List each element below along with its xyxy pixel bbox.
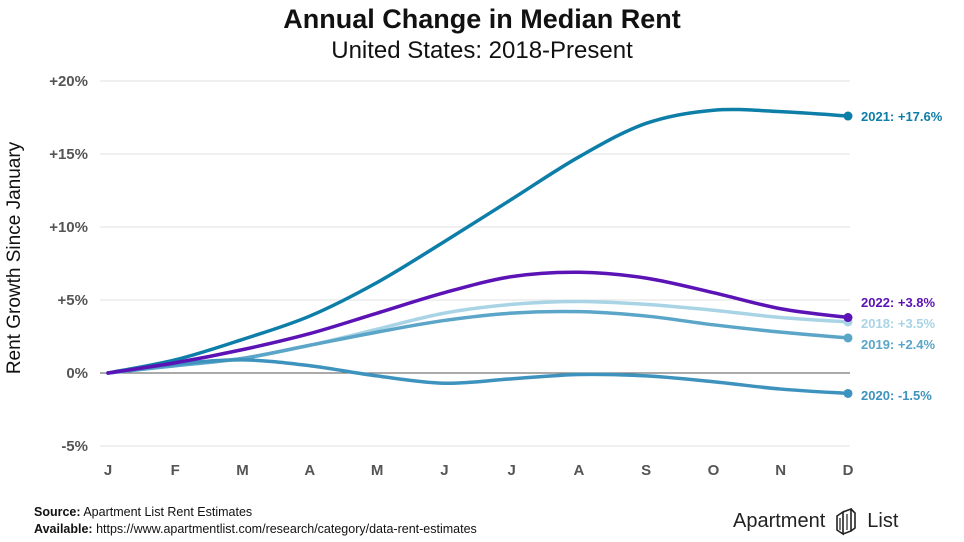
x-tick-label: J <box>104 462 112 479</box>
x-tick-label: S <box>641 462 651 479</box>
series-line-2022 <box>106 270 850 375</box>
y-tick-label: -5% <box>61 438 88 455</box>
x-tick-label: J <box>507 462 515 479</box>
series-lines <box>106 107 850 396</box>
brand-word-1: Apartment <box>733 509 826 532</box>
x-tick-label: A <box>573 462 584 479</box>
series-end-labels: 2018: +3.5% 2019: +2.4% 2020: -1.5% 2021: +… <box>861 109 943 403</box>
x-tick-label: N <box>775 462 786 479</box>
line-chart: -5% 0% +5% +10% +15% +20% J F M A M J J A S O N D 2018: … <box>49 73 943 479</box>
y-tick-labels: -5% 0% +5% +10% +15% +20% <box>49 73 88 455</box>
source-note: Source: Apartment List Rent Estimates <box>34 505 252 519</box>
source-text: Apartment List Rent Estimates <box>80 505 253 519</box>
x-tick-label: F <box>171 462 180 479</box>
source-label: Source: <box>34 505 81 519</box>
gridlines <box>100 80 850 447</box>
available-url: https://www.apartmentlist.com/research/c… <box>92 522 477 536</box>
series-line-2020 <box>106 358 850 396</box>
available-note: Available: https://www.apartmentlist.com… <box>34 522 477 536</box>
end-label-2020: 2020: -1.5% <box>861 388 932 403</box>
brand-word-2: List <box>867 509 899 532</box>
apartment-list-logo-icon <box>831 506 861 536</box>
end-point-2022 <box>843 313 853 323</box>
y-tick-label: 0% <box>66 365 88 382</box>
x-tick-label: A <box>304 462 315 479</box>
x-tick-label: O <box>708 462 720 479</box>
chart-title: Annual Change in Median Rent <box>283 4 681 34</box>
x-tick-label: M <box>236 462 249 479</box>
chart-subtitle: United States: 2018-Present <box>331 37 633 64</box>
end-point-2021 <box>843 111 853 121</box>
end-label-2022: 2022: +3.8% <box>861 295 936 310</box>
x-tick-label: J <box>440 462 448 479</box>
series-end-points <box>843 111 853 398</box>
brand-logo: Apartment List <box>733 506 898 536</box>
series-line-2021 <box>106 107 850 375</box>
y-tick-label: +10% <box>49 219 88 236</box>
series-line-2019 <box>106 309 850 375</box>
end-point-2019 <box>843 333 853 343</box>
end-point-2020 <box>843 388 853 398</box>
end-label-2018: 2018: +3.5% <box>861 316 936 331</box>
end-label-2019: 2019: +2.4% <box>861 337 936 352</box>
x-tick-label: M <box>371 462 384 479</box>
available-label: Available: <box>34 522 93 536</box>
y-tick-label: +5% <box>58 292 88 309</box>
x-tick-label: D <box>843 462 854 479</box>
y-tick-label: +20% <box>49 73 88 90</box>
y-tick-label: +15% <box>49 146 88 163</box>
end-label-2021: 2021: +17.6% <box>861 109 943 124</box>
